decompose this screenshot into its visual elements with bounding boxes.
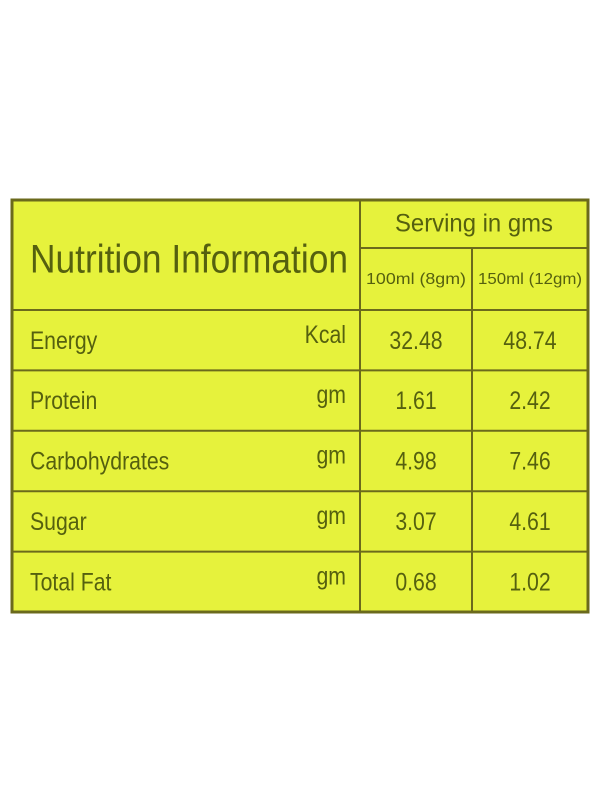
- nutrient-unit: Kcal: [305, 320, 346, 348]
- value-cell: 7.46: [509, 447, 550, 475]
- value-cell: 0.68: [395, 568, 436, 596]
- nutrient-unit: gm: [316, 562, 346, 590]
- nutrient-unit: gm: [316, 501, 346, 529]
- nutrient-name: Energy: [30, 326, 98, 354]
- nutrient-unit: gm: [316, 381, 346, 409]
- table-background: [10, 198, 590, 614]
- value-cell: 4.61: [509, 507, 550, 535]
- value-cell: 3.07: [395, 507, 436, 535]
- nutrient-unit: gm: [316, 441, 346, 469]
- value-cell: 48.74: [503, 326, 556, 354]
- nutrient-name: Protein: [30, 387, 97, 415]
- group-header: Serving in gms: [395, 210, 553, 238]
- nutrient-name: Carbohydrates: [30, 447, 169, 475]
- table-title: Nutrition Information: [30, 238, 348, 282]
- nutrient-name: Sugar: [30, 507, 87, 535]
- nutrient-name: Total Fat: [30, 568, 112, 596]
- column-header: 100ml (8gm): [366, 271, 466, 288]
- value-cell: 1.61: [395, 387, 436, 415]
- value-cell: 2.42: [509, 387, 550, 415]
- value-cell: 1.02: [509, 568, 550, 596]
- value-cell: 4.98: [395, 447, 436, 475]
- column-header: 150ml (12gm): [478, 271, 582, 288]
- value-cell: 32.48: [389, 326, 442, 354]
